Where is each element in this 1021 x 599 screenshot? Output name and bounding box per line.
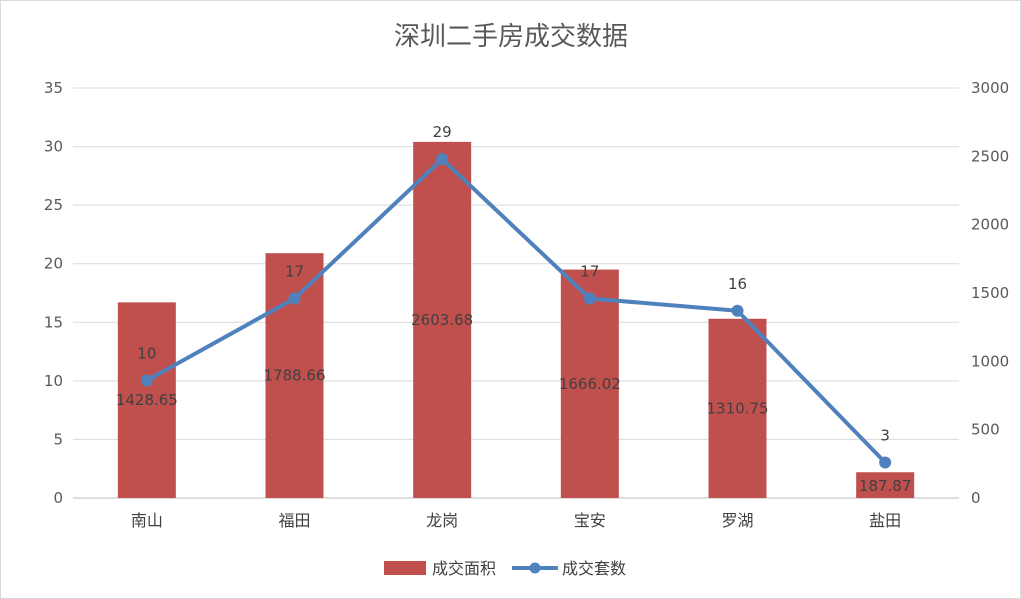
line-data-label: 17 <box>285 262 304 280</box>
category-label: 罗湖 <box>721 511 753 530</box>
line-series <box>140 153 892 469</box>
right-axis-tick-label: 500 <box>971 421 1000 439</box>
bar-data-label: 1310.75 <box>706 399 768 417</box>
left-axis-tick-label: 30 <box>44 138 63 156</box>
series-line <box>144 157 888 465</box>
bar-data-label: 1788.66 <box>263 367 325 385</box>
left-axis-tick-label: 10 <box>44 372 63 390</box>
bar <box>560 269 619 498</box>
right-axis-tick-label: 0 <box>971 489 981 507</box>
right-axis-tick-label: 1500 <box>971 284 1009 302</box>
right-axis-tick-label: 1000 <box>971 352 1009 370</box>
right-axis-tick-label: 2000 <box>971 216 1009 234</box>
line-data-label: 10 <box>137 344 156 362</box>
line-point <box>583 292 596 305</box>
bar-data-label: 1666.02 <box>559 375 621 393</box>
legend-line-label: 成交套数 <box>562 559 626 578</box>
line-point <box>879 456 892 469</box>
legend-bar-swatch <box>384 561 426 575</box>
right-axis-tick-label: 3000 <box>971 79 1009 97</box>
left-axis-tick-label: 5 <box>53 430 63 448</box>
line-data-label: 29 <box>433 123 452 141</box>
line-data-label: 3 <box>880 426 890 444</box>
left-axis-tick-label: 0 <box>53 489 63 507</box>
bar-data-label: 187.87 <box>859 477 912 495</box>
left-axis-tick-label: 25 <box>44 196 63 214</box>
line-data-label: 17 <box>580 262 599 280</box>
category-label: 龙岗 <box>426 511 458 530</box>
category-label: 盐田 <box>869 511 901 530</box>
right-y-axis: 0 500 1000 1500 2000 2500 3000 <box>971 79 1009 507</box>
line-point <box>140 374 153 387</box>
chart-title: 深圳二手房成交数据 <box>394 22 628 52</box>
left-axis-tick-label: 35 <box>44 79 63 97</box>
left-y-axis: 0 5 10 15 20 25 30 35 <box>44 79 63 507</box>
category-label: 宝安 <box>574 511 606 530</box>
line-point <box>288 292 301 305</box>
data-labels: 1428.65 1788.66 2603.68 1666.02 1310.75 187.8… <box>116 123 912 495</box>
x-axis-categories: 南山 福田 龙岗 宝安 罗湖 盐田 <box>131 511 901 530</box>
left-axis-tick-label: 15 <box>44 313 63 331</box>
category-label: 福田 <box>278 511 310 530</box>
bar-data-label: 2603.68 <box>411 311 473 329</box>
bar <box>708 318 767 498</box>
bar-data-label: 1428.65 <box>116 391 178 409</box>
legend: 成交面积 成交套数 <box>384 559 626 578</box>
bar <box>856 472 915 498</box>
line-data-label: 16 <box>728 275 747 293</box>
category-label: 南山 <box>131 511 163 530</box>
bar <box>413 141 472 498</box>
legend-bar-label: 成交面积 <box>432 559 496 578</box>
bar-series <box>117 141 915 498</box>
legend-line-marker <box>529 562 541 574</box>
line-point <box>436 153 449 166</box>
left-axis-tick-label: 20 <box>44 255 63 273</box>
gridlines <box>73 87 959 499</box>
line-point <box>731 304 744 317</box>
right-axis-tick-label: 2500 <box>971 147 1009 165</box>
bar <box>117 302 176 498</box>
